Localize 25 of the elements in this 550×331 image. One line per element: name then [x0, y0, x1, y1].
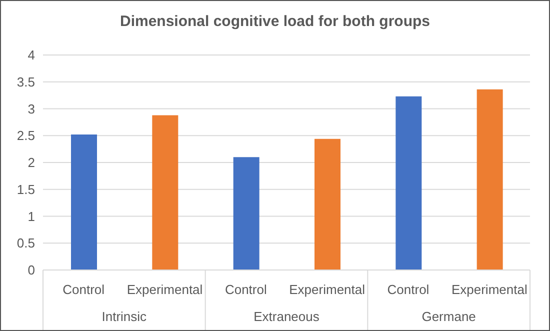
x-tick-label: Experimental [451, 282, 528, 297]
y-tick-label: 0.5 [16, 236, 35, 251]
y-tick-label: 3.5 [16, 74, 35, 90]
text: Germane [422, 309, 476, 324]
x-tick-label: Experimental [126, 282, 203, 297]
bar [71, 134, 97, 270]
bar [314, 138, 340, 270]
y-tick-label: 1.5 [16, 182, 35, 197]
bar [152, 115, 178, 270]
x-tick-label: Experimental [289, 282, 366, 297]
bar [233, 157, 260, 270]
bar [476, 89, 503, 270]
y-tick-label: 0 [28, 262, 35, 278]
y-tick-label: 2.5 [16, 128, 35, 144]
bar [396, 96, 422, 270]
y-tick-label: 4 [28, 48, 35, 63]
x-tick-label: Control [387, 282, 430, 297]
x-tick-label: Control [62, 282, 105, 297]
text: Intrinsic [102, 309, 148, 324]
y-tick-label: 1 [28, 208, 35, 224]
x-tick-label: Control [224, 282, 267, 297]
chart-title: Dimensional cognitive load for both groups [118, 13, 431, 30]
text: Extraneous [254, 309, 320, 324]
y-tick-label: 2 [28, 155, 35, 170]
y-tick-label: 3 [28, 101, 35, 116]
